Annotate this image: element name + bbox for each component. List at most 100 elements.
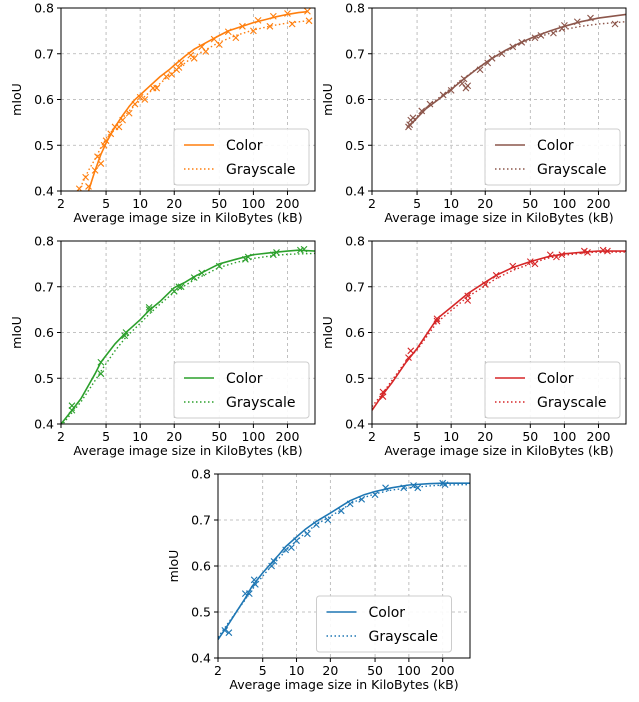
- data-point-marker: [131, 100, 139, 108]
- data-point-marker: [418, 107, 426, 115]
- data-point-marker: [604, 247, 611, 255]
- data-point-marker: [441, 481, 449, 488]
- x-tick-label: 20: [166, 429, 182, 444]
- y-axis-label: mIoU: [320, 316, 335, 349]
- data-point-marker: [141, 96, 149, 103]
- data-point-marker: [232, 34, 240, 42]
- data-point-marker: [91, 167, 99, 174]
- data-point-marker: [224, 28, 232, 36]
- x-tick-label: 100: [241, 196, 265, 211]
- data-point-marker: [305, 17, 313, 25]
- data-point-marker: [244, 253, 252, 261]
- data-point-marker: [531, 34, 539, 42]
- data-point-marker: [561, 21, 568, 29]
- data-point-marker: [433, 317, 441, 325]
- data-point-marker: [573, 18, 581, 26]
- data-point-marker: [287, 544, 295, 551]
- x-tick-label: 100: [552, 429, 576, 444]
- data-point-marker: [177, 59, 185, 67]
- data-point-marker: [175, 64, 183, 71]
- data-point-marker: [509, 262, 517, 270]
- legend-label-grayscale: Grayscale: [537, 162, 607, 178]
- plot-area: [372, 246, 626, 411]
- x-tick-label: 20: [477, 196, 493, 211]
- data-point-marker: [254, 16, 262, 24]
- x-tick-label: 5: [102, 196, 110, 211]
- x-tick-label: 50: [522, 429, 538, 444]
- data-point-marker: [107, 130, 115, 138]
- legend: Color Grayscale: [484, 128, 621, 186]
- x-tick-label: 200: [431, 663, 455, 678]
- plot-area: [218, 479, 470, 641]
- data-point-marker: [304, 530, 311, 538]
- data-point-marker: [125, 109, 133, 117]
- legend-label-color: Color: [226, 138, 263, 154]
- x-axis-label: Average image size in KiloBytes (kB): [384, 443, 613, 458]
- data-point-marker: [168, 70, 176, 78]
- x-tick-label: 50: [367, 663, 383, 678]
- data-point-marker: [162, 73, 170, 81]
- data-point-marker: [447, 86, 455, 94]
- y-tick-label: 0.8: [34, 234, 54, 249]
- x-tick-label: 2: [57, 196, 65, 211]
- series-line-grayscale: [76, 20, 308, 191]
- data-point-marker: [379, 388, 387, 396]
- x-tick-label: 200: [587, 196, 611, 211]
- data-point-marker: [225, 629, 233, 637]
- data-point-marker: [282, 546, 290, 554]
- data-point-marker: [371, 491, 379, 499]
- data-point-marker: [337, 507, 345, 515]
- data-point-marker: [439, 91, 447, 99]
- data-point-marker: [433, 315, 441, 323]
- x-tick-label: 5: [413, 429, 421, 444]
- y-tick-label: 0.4: [191, 651, 211, 666]
- data-point-marker: [221, 627, 229, 634]
- data-point-marker: [121, 332, 129, 340]
- data-point-marker: [82, 173, 90, 181]
- legend-label-grayscale: Grayscale: [226, 162, 296, 178]
- data-point-marker: [198, 269, 206, 277]
- y-tick-label: 0.4: [34, 417, 54, 432]
- data-point-marker: [100, 141, 108, 149]
- y-tick-label: 0.5: [345, 371, 365, 386]
- data-point-marker: [190, 54, 198, 62]
- data-point-marker: [85, 183, 92, 190]
- series-line-grayscale: [372, 251, 626, 408]
- x-axis-label: Average image size in KiloBytes (kB): [229, 677, 458, 692]
- x-tick-label: 5: [259, 663, 267, 678]
- data-point-marker: [300, 245, 308, 253]
- legend-box: [173, 361, 310, 419]
- data-point-marker: [599, 246, 607, 254]
- data-point-marker: [464, 82, 472, 90]
- legend-label-color: Color: [226, 371, 263, 387]
- y-axis-label: mIoU: [320, 83, 335, 116]
- data-point-marker: [518, 38, 526, 46]
- data-point-marker: [546, 251, 554, 259]
- series-line-color: [372, 250, 626, 411]
- data-point-marker: [358, 495, 366, 503]
- data-point-marker: [273, 249, 280, 256]
- data-point-marker: [324, 516, 332, 524]
- data-point-marker: [97, 370, 105, 378]
- x-tick-label: 50: [211, 196, 227, 211]
- data-point-marker: [410, 482, 417, 489]
- data-point-marker: [414, 484, 422, 492]
- chart-panel-1: 2 5 10 20 50 100 200 0.4 0.5 0.6 0.7 0.8 Average ima…: [9, 1, 316, 225]
- legend: Color Grayscale: [484, 361, 621, 419]
- data-point-marker: [177, 283, 185, 291]
- legend-label-color: Color: [537, 371, 574, 387]
- plot-area: [405, 13, 626, 131]
- x-tick-label: 2: [57, 429, 65, 444]
- data-point-marker: [250, 27, 257, 35]
- data-point-marker: [119, 116, 126, 124]
- legend-box: [484, 361, 621, 419]
- y-axis-label: mIoU: [9, 316, 24, 349]
- data-point-marker: [145, 303, 153, 311]
- y-tick-label: 0.4: [345, 417, 365, 432]
- data-point-marker: [288, 20, 296, 28]
- data-point-marker: [251, 581, 259, 588]
- data-point-marker: [269, 12, 277, 20]
- x-tick-label: 100: [397, 663, 421, 678]
- data-point-marker: [558, 251, 566, 259]
